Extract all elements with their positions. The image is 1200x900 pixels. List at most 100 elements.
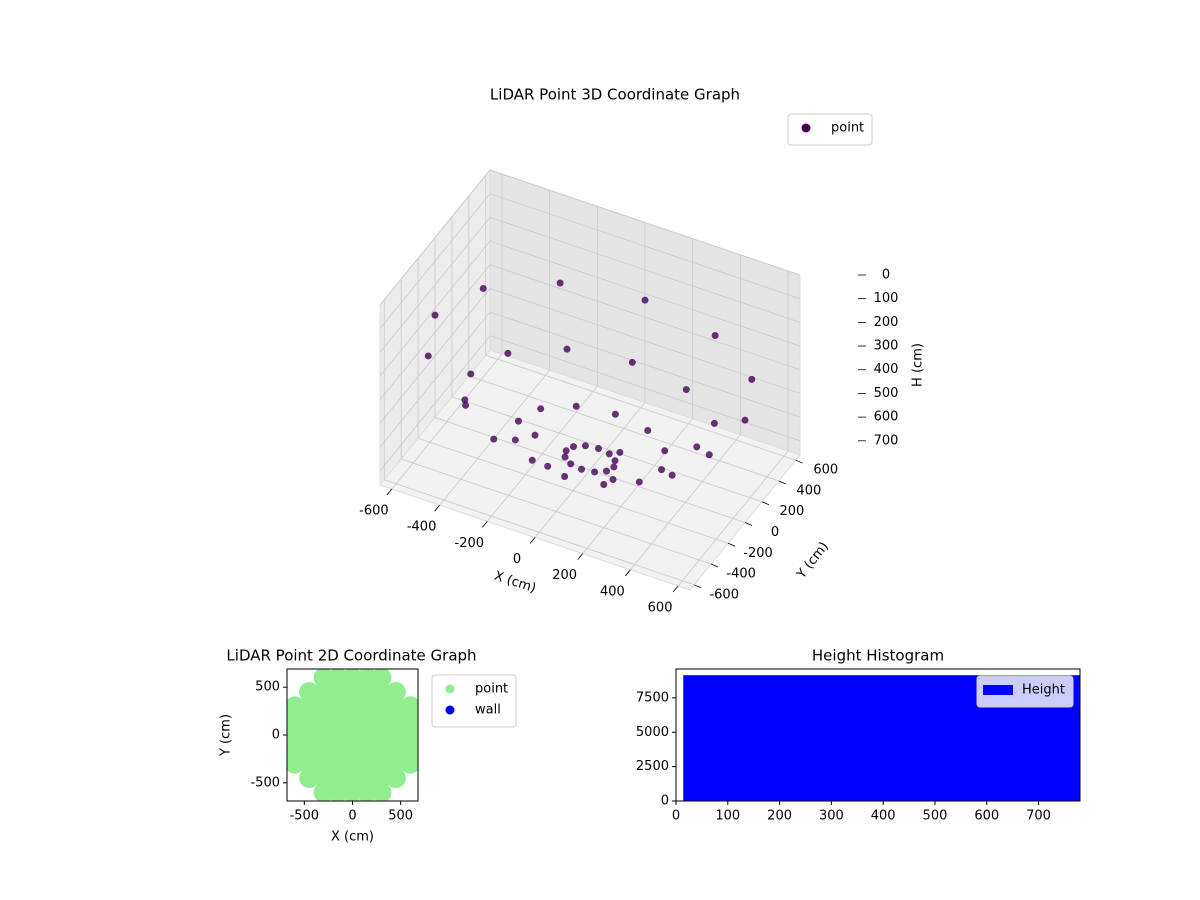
grid-line [451, 396, 763, 503]
axes-frame [675, 668, 1081, 802]
point [537, 405, 545, 413]
point [385, 710, 406, 731]
tick-mark [795, 459, 803, 464]
tick-mark [577, 553, 583, 560]
y-tick-label: 2500 [636, 759, 669, 774]
point [371, 681, 392, 702]
point [356, 710, 377, 731]
point [313, 768, 334, 789]
z-tick-label: 400 [874, 362, 899, 377]
point [661, 447, 669, 455]
y-tick-label: -600 [709, 587, 739, 602]
point [356, 753, 377, 774]
point [705, 451, 713, 459]
point [299, 696, 320, 717]
y-tick-label: 600 [813, 463, 838, 478]
point [479, 284, 487, 292]
point [356, 725, 377, 745]
x-tick-label: 100 [715, 809, 740, 824]
point [371, 768, 392, 789]
plot-area [287, 669, 418, 801]
point [616, 448, 624, 456]
point [561, 453, 569, 461]
y-tick-label: 400 [796, 483, 821, 498]
x-tick-label: 500 [388, 809, 413, 824]
x-tick-label: 0 [348, 809, 356, 824]
grid-line [379, 335, 491, 472]
point [313, 739, 334, 760]
point [385, 725, 406, 745]
legend-label: point [475, 682, 508, 697]
legend-marker [801, 123, 811, 133]
grid-line [468, 375, 779, 482]
point [603, 467, 611, 475]
point [313, 681, 334, 702]
point [711, 331, 719, 339]
point [572, 402, 580, 410]
grid-line [489, 193, 801, 300]
point [371, 739, 392, 760]
point [569, 443, 577, 451]
x-tick-label: 400 [600, 584, 625, 599]
point [462, 401, 470, 409]
grid-line [489, 288, 801, 394]
point [356, 669, 377, 688]
grid-line [379, 217, 491, 353]
point [710, 419, 718, 427]
tick-mark [761, 501, 770, 506]
x-tick-label: 200 [552, 568, 577, 583]
point [514, 417, 522, 425]
x-tick-label: 300 [819, 809, 844, 824]
tick-mark [694, 584, 702, 589]
tick-mark [434, 504, 440, 512]
grid-line [489, 240, 801, 347]
y-tick-label: 200 [780, 504, 805, 519]
x-tick-label: 700 [1026, 809, 1051, 824]
y-axis-label: Y (cm) [219, 714, 234, 757]
point [668, 471, 676, 479]
x-axis-label: X (cm) [492, 569, 538, 597]
point [682, 386, 690, 394]
legend-label: wall [475, 703, 501, 718]
point [605, 450, 613, 458]
grid-line [379, 288, 491, 424]
legend-swatch [983, 685, 1013, 695]
point [741, 416, 749, 424]
point [299, 725, 320, 745]
legend-box [976, 675, 1074, 708]
z-tick-label: 500 [874, 386, 899, 401]
tick-mark [529, 537, 536, 544]
point [342, 669, 363, 688]
grid-line [489, 311, 801, 418]
x-tick-label: 400 [871, 809, 896, 824]
point [356, 681, 377, 702]
y-tick-label: 0 [272, 728, 280, 743]
point [342, 725, 363, 745]
grid-line [417, 437, 729, 544]
point [511, 436, 519, 444]
legend-label: point [831, 121, 864, 136]
x-tick-label: 500 [923, 809, 948, 824]
point [342, 681, 363, 702]
x-tick-label: 600 [974, 809, 999, 824]
point [371, 725, 392, 745]
tick-mark [778, 480, 787, 485]
point [385, 696, 406, 717]
point [424, 352, 432, 360]
point [400, 753, 418, 774]
point [594, 444, 602, 452]
point [371, 753, 392, 774]
grid-line [379, 193, 491, 329]
point [567, 460, 575, 468]
point [371, 669, 392, 688]
grid-line [384, 479, 695, 586]
grid-line [485, 354, 796, 461]
point [299, 710, 320, 731]
point [431, 311, 439, 319]
point [371, 696, 392, 717]
point [299, 768, 320, 789]
point [461, 396, 469, 404]
point [658, 466, 666, 474]
point [299, 681, 320, 702]
point [371, 782, 392, 801]
